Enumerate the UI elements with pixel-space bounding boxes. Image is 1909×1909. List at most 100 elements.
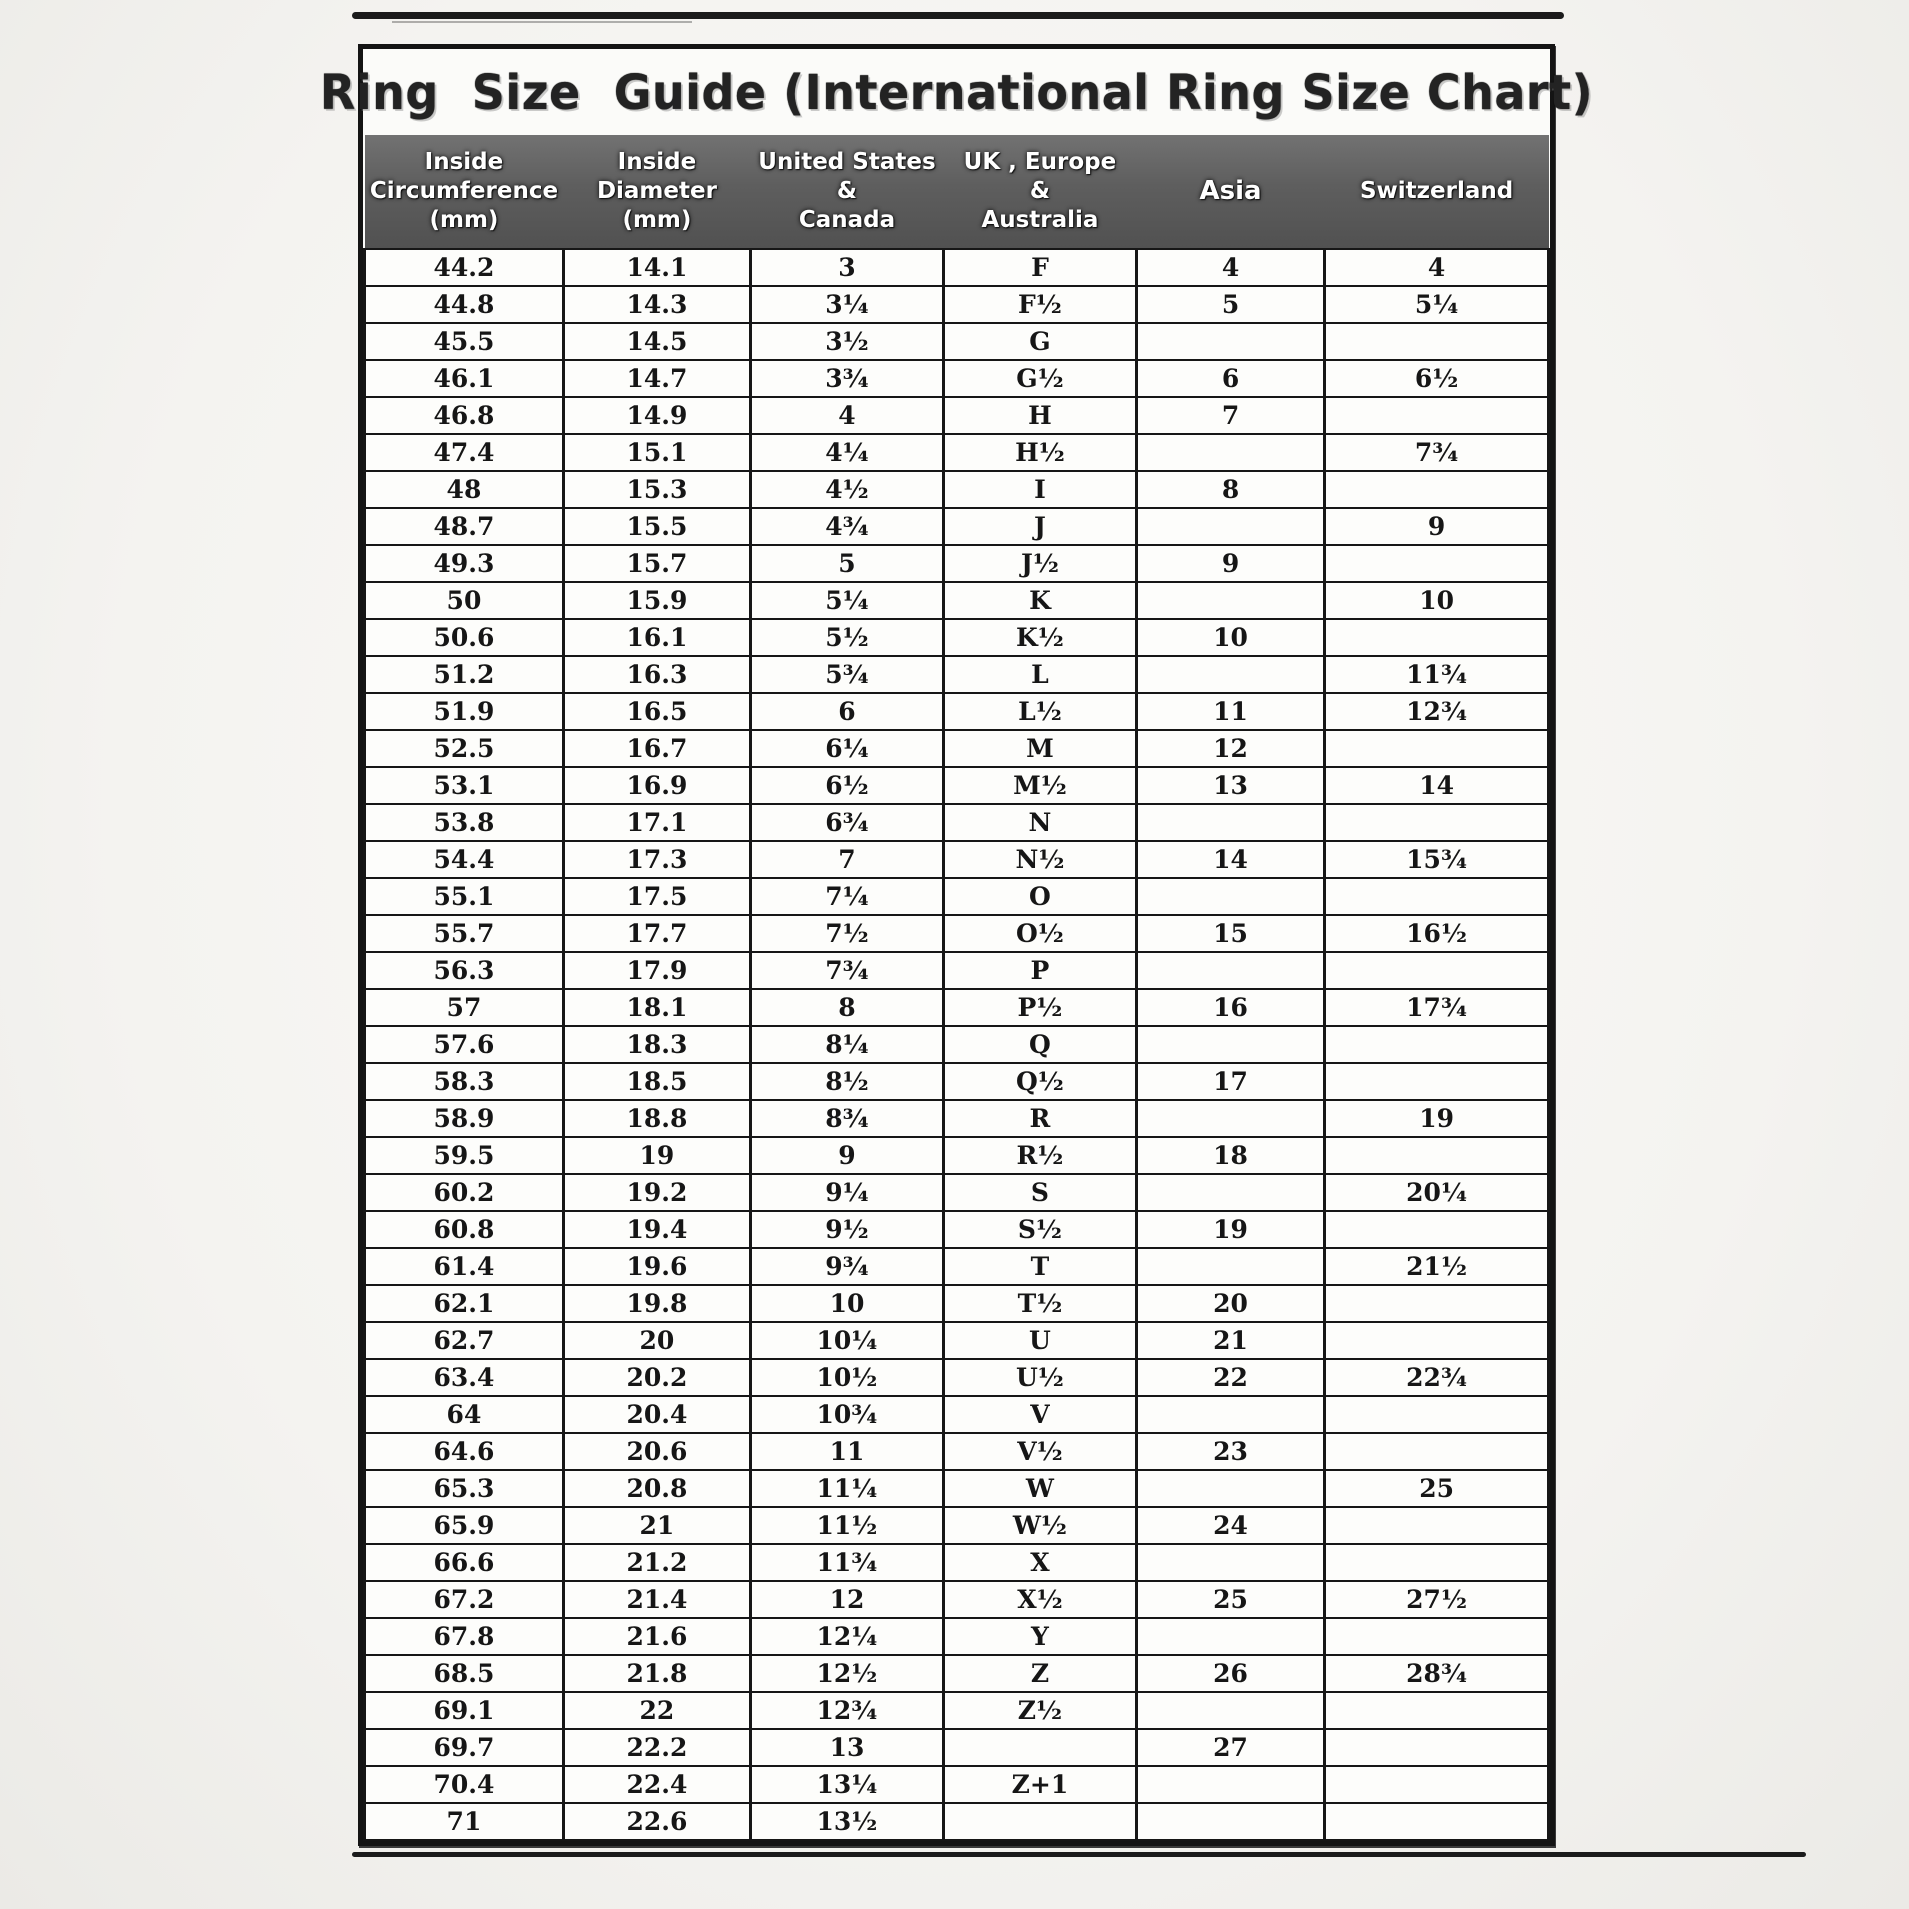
cell: Y — [941, 1617, 1138, 1656]
cell: 14 — [1134, 840, 1327, 879]
cell: 24 — [1134, 1506, 1327, 1545]
cell: 19.6 — [561, 1247, 752, 1286]
table-row: 46.1 14.7 3¾ G½ 6 6½ — [363, 359, 1550, 398]
cell: 7 — [1134, 396, 1327, 435]
table-row: 48.7 15.5 4¾ J 9 — [363, 507, 1550, 546]
cell: 61.4 — [363, 1247, 565, 1286]
cell: 20.4 — [561, 1395, 752, 1434]
cell: 22.6 — [561, 1802, 752, 1841]
cell: 5¾ — [748, 655, 945, 694]
cell: 11 — [748, 1432, 945, 1471]
cell: 22¾ — [1323, 1358, 1550, 1397]
cell: 6½ — [748, 766, 945, 805]
cell: 9½ — [748, 1210, 945, 1249]
cell: 70.4 — [363, 1765, 565, 1804]
cell: 69.1 — [363, 1691, 565, 1730]
cell: 9 — [1323, 507, 1550, 546]
table-row: 52.5 16.7 6¼ M 12 — [363, 729, 1550, 768]
cell: 63.4 — [363, 1358, 565, 1397]
cell: U — [941, 1321, 1138, 1360]
cell — [1323, 618, 1550, 657]
cell — [1134, 581, 1327, 620]
table-row: 53.1 16.9 6½ M½ 13 14 — [363, 766, 1550, 805]
cell — [1323, 1506, 1550, 1545]
cell: 19 — [561, 1136, 752, 1175]
cell: 8 — [1134, 470, 1327, 509]
table-row: 60.8 19.4 9½ S½ 19 — [363, 1210, 1550, 1249]
cell — [1134, 951, 1327, 990]
cell — [1323, 1136, 1550, 1175]
cell: O — [941, 877, 1138, 916]
table-row: 56.3 17.9 7¾ P — [363, 951, 1550, 990]
table-row: 57 18.1 8 P½ 16 17¾ — [363, 988, 1550, 1027]
cell: 5½ — [748, 618, 945, 657]
cell: 20.6 — [561, 1432, 752, 1471]
cell: L — [941, 655, 1138, 694]
table-row: 61.4 19.6 9¾ T 21½ — [363, 1247, 1550, 1286]
cell: N½ — [941, 840, 1138, 879]
cell — [1323, 1543, 1550, 1582]
cell: 16.3 — [561, 655, 752, 694]
cell: R½ — [941, 1136, 1138, 1175]
cell: 9 — [748, 1136, 945, 1175]
cell: 60.8 — [363, 1210, 565, 1249]
cell: 50.6 — [363, 618, 565, 657]
cell — [1134, 1802, 1327, 1841]
cell: S — [941, 1173, 1138, 1212]
cell: 19.4 — [561, 1210, 752, 1249]
cell: 53.8 — [363, 803, 565, 842]
cell: 18 — [1134, 1136, 1327, 1175]
cell: K½ — [941, 618, 1138, 657]
cell — [1134, 1395, 1327, 1434]
cell: 59.5 — [363, 1136, 565, 1175]
cell — [1134, 1691, 1327, 1730]
cell: 21 — [561, 1506, 752, 1545]
cell: 4 — [1134, 248, 1327, 287]
table-row: 62.7 20 10¼ U 21 — [363, 1321, 1550, 1360]
cell: 20.8 — [561, 1469, 752, 1508]
cell — [1323, 1062, 1550, 1101]
cell: 55.1 — [363, 877, 565, 916]
table-row: 51.9 16.5 6 L½ 11 12¾ — [363, 692, 1550, 731]
cell — [1134, 1765, 1327, 1804]
cell: 51.2 — [363, 655, 565, 694]
cell: G — [941, 322, 1138, 361]
cell: X½ — [941, 1580, 1138, 1619]
cell — [1134, 1025, 1327, 1064]
cell: L½ — [941, 692, 1138, 731]
cell: 10 — [1323, 581, 1550, 620]
table-row: 54.4 17.3 7 N½ 14 15¾ — [363, 840, 1550, 879]
cell: 16 — [1134, 988, 1327, 1027]
chart-title: Ring Size Guide (International Ring Size… — [319, 63, 1594, 121]
cell: 5 — [748, 544, 945, 583]
cell — [1323, 1728, 1550, 1767]
cell: 57 — [363, 988, 565, 1027]
cell — [1323, 1321, 1550, 1360]
cell: 14.9 — [561, 396, 752, 435]
cell: 26 — [1134, 1654, 1327, 1693]
cell: 11 — [1134, 692, 1327, 731]
cell: W½ — [941, 1506, 1138, 1545]
table-row: 70.4 22.4 13¼ Z+1 — [363, 1765, 1550, 1804]
cell — [1323, 1691, 1550, 1730]
cell: X — [941, 1543, 1138, 1582]
cell — [1323, 1432, 1550, 1471]
cell — [1134, 322, 1327, 361]
cell: 13 — [1134, 766, 1327, 805]
cell: 64.6 — [363, 1432, 565, 1471]
cell — [1323, 1802, 1550, 1841]
table-row: 65.9 21 11½ W½ 24 — [363, 1506, 1550, 1545]
cell: 12 — [748, 1580, 945, 1619]
cell — [1134, 655, 1327, 694]
cell: 67.2 — [363, 1580, 565, 1619]
cell: M — [941, 729, 1138, 768]
table-row: 68.5 21.8 12½ Z 26 28¾ — [363, 1654, 1550, 1693]
cell: Q — [941, 1025, 1138, 1064]
cell: O½ — [941, 914, 1138, 953]
cell: 27½ — [1323, 1580, 1550, 1619]
top-border-line — [352, 12, 1564, 23]
cell: F½ — [941, 285, 1138, 324]
table-row: 60.2 19.2 9¼ S 20¼ — [363, 1173, 1550, 1212]
cell: 4 — [1323, 248, 1550, 287]
table-row: 51.2 16.3 5¾ L 11¾ — [363, 655, 1550, 694]
